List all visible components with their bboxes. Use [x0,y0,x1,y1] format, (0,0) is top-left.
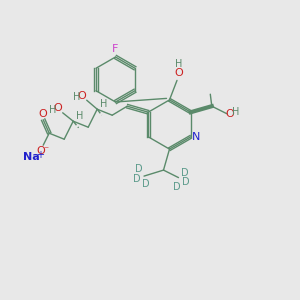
Text: N: N [192,132,200,142]
Text: O: O [225,109,234,119]
Text: D: D [182,177,190,187]
Text: O: O [78,91,87,101]
Text: F: F [112,44,119,55]
Text: D: D [133,174,140,184]
Text: D: D [142,178,149,189]
Text: D: D [135,164,142,175]
Text: D: D [181,168,188,178]
Text: Na: Na [23,152,40,162]
Text: H: H [73,92,80,102]
Text: ⁻: ⁻ [44,146,49,156]
Text: H: H [232,107,239,117]
Text: +: + [36,150,44,160]
Text: H: H [49,105,56,115]
Text: O: O [36,146,45,156]
Text: O: O [174,68,183,78]
Text: D: D [173,182,181,192]
Text: H: H [76,111,83,121]
Text: O: O [39,109,48,119]
Text: H: H [100,99,107,109]
Text: H: H [175,59,182,69]
Text: O: O [54,103,63,113]
